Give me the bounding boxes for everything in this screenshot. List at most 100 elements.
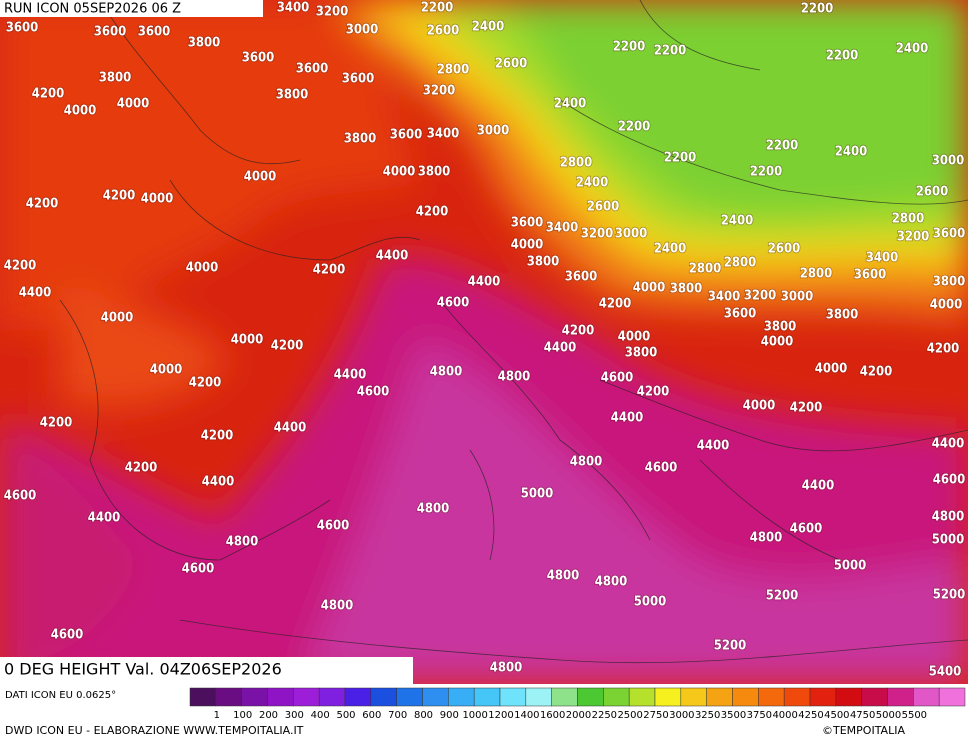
contour-label: 5000 <box>834 559 867 574</box>
contour-label: 4200 <box>599 297 632 312</box>
color-swatch <box>344 687 372 707</box>
contour-label: 3000 <box>477 124 510 139</box>
contour-label: 4000 <box>761 335 794 350</box>
contour-label: 2800 <box>892 212 925 227</box>
contour-label: 2600 <box>427 24 460 39</box>
legend-label: 400 <box>311 710 330 721</box>
contour-label: 5400 <box>929 665 962 680</box>
contour-label: 4200 <box>271 339 304 354</box>
legend-label: 3750 <box>747 710 772 721</box>
color-bar: 1 100 200 300 400 500 600 700 800 900 1000 1200 1400… <box>189 687 966 721</box>
contour-label: 3600 <box>242 51 275 66</box>
contour-label: 2600 <box>768 242 801 257</box>
contour-label: 4400 <box>611 411 644 426</box>
contour-label: 3800 <box>418 165 451 180</box>
map-caption: 0 DEG HEIGHT Val. 04Z06SEP2026 <box>4 660 282 679</box>
contour-label: 2400 <box>554 97 587 112</box>
contour-label: 4000 <box>743 399 776 414</box>
contour-label: 3800 <box>625 346 658 361</box>
contour-label: 4000 <box>633 281 666 296</box>
contour-label: 4400 <box>468 275 501 290</box>
color-swatch <box>783 687 811 707</box>
color-swatch <box>473 687 501 707</box>
legend-label: 300 <box>285 710 304 721</box>
contour-label: 4200 <box>416 205 449 220</box>
contour-label: 2200 <box>421 1 454 16</box>
legend-label: 200 <box>259 710 278 721</box>
legend-label: 3500 <box>721 710 746 721</box>
legend-label: 2750 <box>643 710 668 721</box>
legend-label: 4500 <box>824 710 849 721</box>
contour-label: 4600 <box>933 473 966 488</box>
contour-label: 3800 <box>933 275 966 290</box>
contour-label: 3400 <box>866 251 899 266</box>
contour-label: 3600 <box>138 25 171 40</box>
contour-label: 2400 <box>721 214 754 229</box>
contour-label: 3600 <box>342 72 375 87</box>
contour-label: 4400 <box>544 341 577 356</box>
color-swatch <box>913 687 940 707</box>
contour-label: 3800 <box>670 282 703 297</box>
contour-label: 4000 <box>815 362 848 377</box>
contour-label: 3800 <box>826 308 859 323</box>
contour-label: 4200 <box>4 259 37 274</box>
contour-label: 4600 <box>790 522 823 537</box>
contour-label: 3400 <box>546 221 579 236</box>
contour-label: 2200 <box>826 49 859 64</box>
contour-label: 4400 <box>202 475 235 490</box>
contour-label: 2800 <box>437 63 470 78</box>
contour-labels: 3600 3600 3600 3800 3600 3600 3600 3800 3800 4200… <box>3 0 966 680</box>
legend-label: 2000 <box>566 710 591 721</box>
legend-label: 1000 <box>462 710 487 721</box>
contour-label: 4800 <box>547 569 580 584</box>
contour-label: 4000 <box>150 363 183 378</box>
contour-label: 2400 <box>896 42 929 57</box>
color-swatch <box>499 687 527 707</box>
contour-label: 4000 <box>141 192 174 207</box>
color-swatch <box>241 687 268 707</box>
contour-label: 4800 <box>490 661 523 676</box>
contour-label: 3600 <box>511 216 544 231</box>
contour-label: 4800 <box>932 510 965 525</box>
contour-label: 3200 <box>744 289 777 304</box>
contour-label: 4200 <box>860 365 893 380</box>
contour-label: 4600 <box>437 296 470 311</box>
contour-label: 4200 <box>40 416 73 431</box>
contour-label: 5200 <box>714 639 747 654</box>
contour-label: 2200 <box>613 40 646 55</box>
color-swatch <box>422 687 449 707</box>
contour-label: 4400 <box>697 439 730 454</box>
contour-label: 4200 <box>790 401 823 416</box>
contour-label: 2200 <box>664 151 697 166</box>
contour-label: 2400 <box>835 145 868 160</box>
contour-label: 4400 <box>932 437 965 452</box>
data-source: DATI ICON EU 0.0625° <box>5 690 116 701</box>
color-swatch <box>706 687 733 707</box>
contour-label: 3600 <box>94 25 127 40</box>
legend-label: 1400 <box>514 710 539 721</box>
contour-label: 3200 <box>581 227 614 242</box>
contour-label: 3200 <box>423 84 456 99</box>
contour-label: 3800 <box>99 71 132 86</box>
contour-label: 4400 <box>376 249 409 264</box>
contour-label: 4000 <box>64 104 97 119</box>
contour-label: 4200 <box>201 429 234 444</box>
contour-label: 4600 <box>601 371 634 386</box>
color-swatch <box>680 687 707 707</box>
contour-label: 2800 <box>800 267 833 282</box>
color-swatch <box>293 687 320 707</box>
legend-label: 600 <box>362 710 381 721</box>
contour-label: 4200 <box>562 324 595 339</box>
contour-label: 4600 <box>357 385 390 400</box>
legend-label: 3000 <box>669 710 694 721</box>
contour-label: 5200 <box>766 589 799 604</box>
contour-label: 2400 <box>472 20 505 35</box>
contour-label: 3400 <box>427 127 460 142</box>
contour-label: 2600 <box>495 57 528 72</box>
contour-label: 4000 <box>511 238 544 253</box>
contour-label: 2800 <box>724 256 757 271</box>
contour-label: 5000 <box>932 533 965 548</box>
contour-label: 4400 <box>334 368 367 383</box>
contour-label: 3800 <box>188 36 221 51</box>
